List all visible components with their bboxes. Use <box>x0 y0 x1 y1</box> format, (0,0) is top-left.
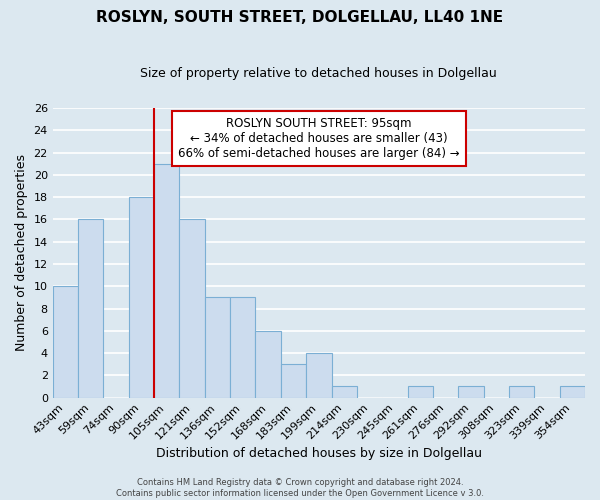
Bar <box>256 331 281 398</box>
Bar <box>332 386 357 398</box>
Bar <box>306 353 332 398</box>
Bar <box>205 298 230 398</box>
Title: Size of property relative to detached houses in Dolgellau: Size of property relative to detached ho… <box>140 68 497 80</box>
Bar <box>407 386 433 398</box>
Bar <box>129 197 154 398</box>
X-axis label: Distribution of detached houses by size in Dolgellau: Distribution of detached houses by size … <box>156 447 482 460</box>
Bar <box>78 220 103 398</box>
Bar <box>458 386 484 398</box>
Text: Contains HM Land Registry data © Crown copyright and database right 2024.
Contai: Contains HM Land Registry data © Crown c… <box>116 478 484 498</box>
Bar <box>53 286 78 398</box>
Y-axis label: Number of detached properties: Number of detached properties <box>15 154 28 352</box>
Text: ROSLYN SOUTH STREET: 95sqm
← 34% of detached houses are smaller (43)
66% of semi: ROSLYN SOUTH STREET: 95sqm ← 34% of deta… <box>178 116 460 160</box>
Bar <box>281 364 306 398</box>
Bar <box>154 164 179 398</box>
Bar <box>560 386 585 398</box>
Bar <box>230 298 256 398</box>
Text: ROSLYN, SOUTH STREET, DOLGELLAU, LL40 1NE: ROSLYN, SOUTH STREET, DOLGELLAU, LL40 1N… <box>97 10 503 25</box>
Bar <box>179 220 205 398</box>
Bar <box>509 386 535 398</box>
